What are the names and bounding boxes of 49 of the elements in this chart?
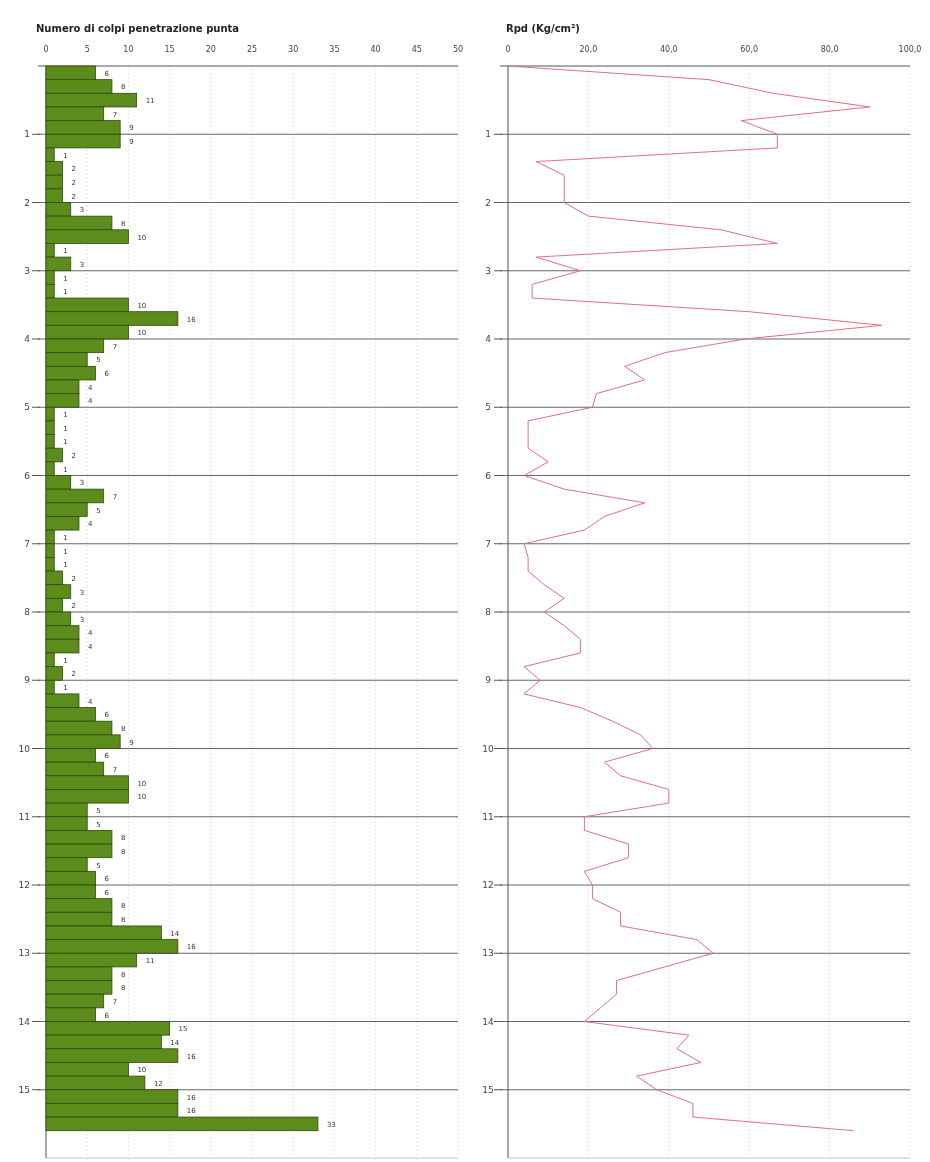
y-tick-label: 7 bbox=[24, 538, 30, 549]
y-tick-label: 1 bbox=[485, 129, 491, 140]
x-tick-label: 50 bbox=[452, 45, 464, 54]
x-tick-label: 30 bbox=[288, 45, 299, 54]
y-tick-label: 3 bbox=[485, 265, 491, 276]
x-tick-label: 0 bbox=[505, 45, 511, 54]
y-tick-label: 2 bbox=[485, 197, 491, 208]
x-tick-label: 25 bbox=[246, 45, 258, 54]
x-tick-label: 20 bbox=[205, 45, 216, 54]
y-tick-label: 12 bbox=[18, 880, 30, 890]
x-tick-label: 20,0 bbox=[579, 45, 598, 54]
y-tick-label: 10 bbox=[18, 743, 31, 754]
y-tick-label: 4 bbox=[485, 334, 492, 344]
x-tick-label: 60,0 bbox=[740, 45, 759, 54]
y-tick-label: 9 bbox=[485, 675, 492, 686]
x-tick-label: 80,0 bbox=[820, 45, 839, 54]
x-tick-label: 40,0 bbox=[659, 45, 678, 54]
y-tick-label: 14 bbox=[18, 1016, 31, 1027]
y-tick-label: 5 bbox=[485, 402, 491, 413]
y-tick-label: 11 bbox=[18, 811, 30, 822]
chart-title: Rpd (Kg/cm²) bbox=[506, 23, 580, 34]
x-tick-label: 35 bbox=[329, 45, 340, 54]
x-tick-label: 45 bbox=[411, 45, 422, 54]
y-tick-label: 1 bbox=[24, 129, 30, 140]
y-tick-label: 14 bbox=[482, 1016, 494, 1027]
y-tick-label: 15 bbox=[18, 1084, 30, 1095]
y-tick-label: 8 bbox=[24, 607, 31, 617]
y-tick-label: 3 bbox=[24, 265, 30, 276]
y-tick-label: 10 bbox=[482, 743, 494, 754]
y-tick-label: 6 bbox=[24, 470, 31, 481]
y-tick-label: 6 bbox=[485, 470, 492, 481]
y-tick-label: 2 bbox=[24, 197, 30, 208]
y-tick-label: 12 bbox=[482, 880, 494, 890]
x-tick-label: 10 bbox=[123, 45, 134, 54]
x-tick-label: 15 bbox=[164, 45, 175, 54]
y-tick-label: 9 bbox=[24, 675, 31, 686]
y-tick-label: 4 bbox=[24, 334, 31, 344]
y-tick-label: 11 bbox=[482, 811, 494, 822]
x-tick-label: 0 bbox=[43, 45, 49, 54]
x-tick-label: 5 bbox=[84, 45, 90, 54]
y-tick-label: 5 bbox=[24, 402, 30, 413]
x-tick-label: 40 bbox=[370, 45, 381, 54]
y-tick-label: 7 bbox=[485, 538, 491, 549]
y-tick-label: 13 bbox=[482, 948, 494, 959]
x-tick-label: 100,0 bbox=[898, 45, 922, 54]
y-tick-label: 8 bbox=[485, 607, 492, 617]
y-tick-label: 15 bbox=[482, 1084, 494, 1095]
chart-title: Numero di colpi penetrazione punta bbox=[36, 23, 240, 34]
y-tick-label: 13 bbox=[18, 948, 30, 959]
